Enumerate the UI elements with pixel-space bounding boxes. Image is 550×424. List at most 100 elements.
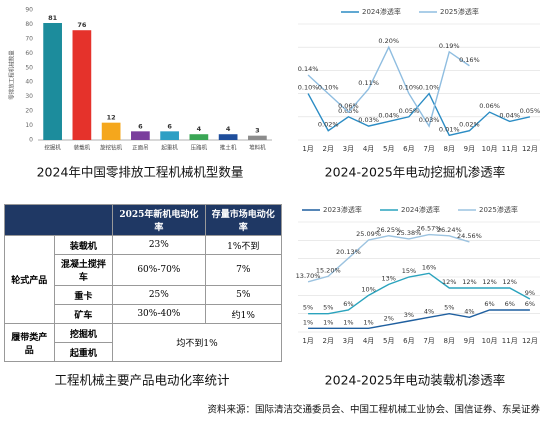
x-tick-label: 压路机 [191, 144, 208, 152]
table-title: 工程机械主要产品电动化率统计 [54, 373, 229, 388]
cell: 25% [112, 285, 206, 305]
data-label: 13% [382, 274, 396, 282]
data-label: 25.09% [356, 230, 381, 238]
x-tick-label: 7月 [423, 145, 434, 153]
cell: 起重机 [53, 342, 114, 362]
cell: 重卡 [53, 285, 114, 305]
data-label: 12 [107, 114, 116, 122]
bar [189, 134, 209, 140]
data-label: 5% [444, 304, 454, 312]
x-tick-label: 9月 [464, 337, 475, 345]
data-label: 0.05% [399, 107, 420, 115]
table: 2025年新机电动化率 存量市场电动化率 轮式产品 装载机 23% 1%不到 混凝土搅拌车 6… [3, 204, 283, 362]
data-label: 10% [361, 285, 375, 293]
series-line [307, 92, 531, 137]
chart-title: 2024年中国零排放工程机械机型数量 [37, 165, 244, 180]
x-tick-label: 8月 [444, 337, 455, 345]
data-label: 1% [343, 318, 353, 326]
data-label: 76 [77, 21, 87, 29]
series-line [308, 272, 531, 315]
legend-label: 2024渗透率 [401, 205, 440, 214]
data-label: 0.16% [459, 56, 480, 64]
x-tick-label: 5月 [383, 337, 394, 345]
row: 混凝土搅拌车 60%-70% 7% [5, 254, 283, 286]
data-label: 26.25% [376, 226, 401, 234]
x-tick-label: 挖掘机 [44, 144, 61, 152]
y-tick-label: 10 [25, 122, 33, 129]
x-tick-label: 3月 [343, 337, 354, 345]
legend-label: 2025渗透率 [479, 205, 518, 214]
data-label: 0.10% [419, 84, 440, 92]
cell: 5% [204, 285, 283, 305]
cell: 23% [112, 235, 206, 255]
cell: 约1% [204, 304, 283, 324]
x-tick-label: 10月 [482, 337, 498, 345]
data-label: 26.24% [437, 226, 462, 234]
y-tick-label: 40 [25, 79, 33, 86]
data-label: 0.02% [318, 121, 339, 129]
x-tick-label: 8月 [444, 145, 455, 153]
data-label: 12% [462, 278, 476, 286]
cell: 30%-40% [112, 304, 206, 324]
header-cell: 2025年新机电动化率 [112, 204, 206, 236]
data-label: 4 [226, 125, 231, 133]
data-label: 0.04% [378, 111, 399, 119]
data-label: 0.02% [459, 121, 480, 129]
data-label: 5% [323, 304, 333, 312]
data-label: 24.56% [457, 232, 482, 240]
data-label: 0.14% [298, 65, 319, 73]
data-label: 0.03% [419, 116, 440, 124]
cell: 1%不到 [204, 235, 283, 255]
row: 起重机 [5, 342, 282, 362]
data-label: 0.19% [439, 42, 460, 50]
data-label: 4% [464, 307, 474, 315]
data-label: 0.10% [399, 84, 420, 92]
x-tick-label: 推土机 [220, 144, 237, 152]
bar [218, 134, 238, 140]
source: 资料来源：国际清洁交通委员会、中国工程机械工业协会、国信证券、东吴证券 [207, 404, 540, 416]
chart-title: 2024-2025年电动挖掘机渗透率 [325, 165, 506, 180]
data-label: 5% [303, 304, 313, 312]
series-line [308, 309, 530, 330]
x-tick-label: 2月 [323, 145, 334, 153]
x-tick-label: 堆料机 [249, 144, 266, 152]
data-label: 12% [503, 278, 517, 286]
data-label: 3% [404, 311, 414, 319]
legend-label: 2025渗透率 [440, 7, 479, 16]
data-label: 1% [303, 318, 313, 326]
x-tick-label: 3月 [343, 145, 354, 153]
x-tick-label: 1月 [302, 145, 313, 153]
bar [43, 23, 62, 140]
cell: 挖掘机 [53, 323, 114, 343]
data-label: 9% [525, 289, 535, 297]
x-tick-label: 起重机 [161, 144, 178, 152]
row: 重卡 25% 5% [5, 285, 283, 305]
data-label: 4 [197, 125, 202, 133]
data-label: 12% [442, 278, 456, 286]
x-tick-label: 装载机 [74, 144, 91, 152]
x-tick-label: 12月 [522, 337, 538, 345]
data-label: 6% [525, 300, 535, 308]
data-label: 6 [138, 122, 143, 130]
row: 2025年新机电动化率 存量市场电动化率 [3, 204, 283, 236]
header-cell [3, 204, 114, 236]
bar [160, 131, 179, 140]
x-tick-label: 4月 [363, 145, 374, 153]
x-tick-label: 12月 [522, 145, 538, 153]
data-label: 2% [384, 315, 394, 323]
data-label: 20.13% [336, 248, 361, 256]
x-tick-label: 11月 [502, 145, 518, 153]
bar [101, 122, 121, 140]
bar [72, 30, 92, 140]
data-label: 1% [323, 318, 333, 326]
x-tick-label: 6月 [403, 337, 414, 345]
y-tick-label: 50 [25, 64, 33, 71]
x-tick-label: 7月 [423, 337, 434, 345]
data-label: 0.06% [338, 102, 359, 110]
y-tick-label: 20 [25, 108, 33, 115]
series-line [307, 233, 470, 283]
x-tick-label: 1月 [302, 337, 313, 345]
cell: 轮式产品 [4, 235, 55, 324]
y-tick-label: 60 [25, 50, 33, 57]
